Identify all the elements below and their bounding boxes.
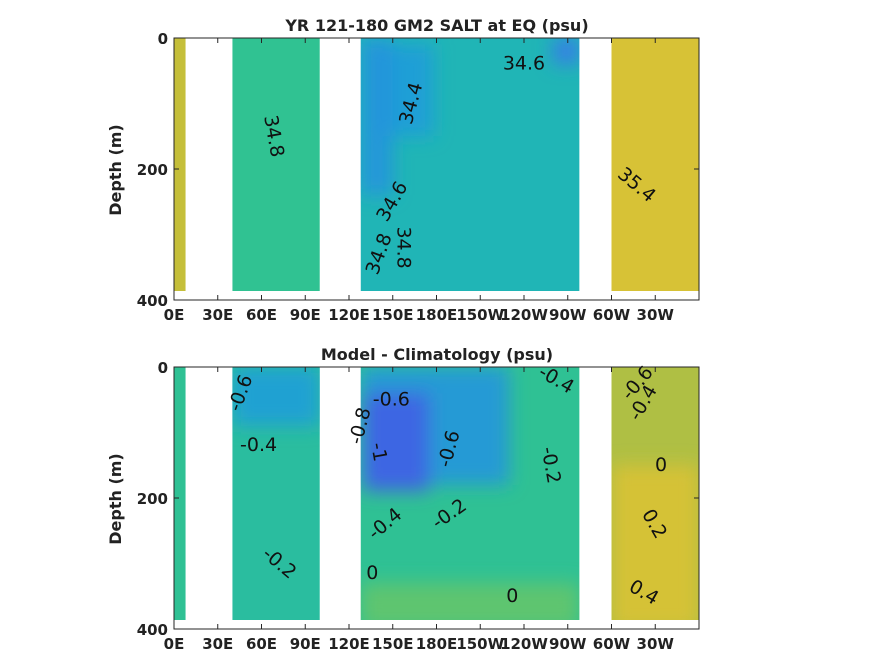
x-tick-label: 150E [372, 306, 414, 324]
chart-panel-model-minus-climatology: Model - Climatology (psu) Depth (m) -0.6… [106, 345, 700, 653]
x-tick-label: 90E [290, 306, 321, 324]
x-tick-label: 60W [593, 306, 631, 324]
x-tick-label: 180E [416, 635, 458, 653]
y-axis-label: Depth (m) [106, 453, 125, 545]
x-tick-label: 60W [593, 635, 631, 653]
contour-label: 0 [655, 454, 667, 476]
x-tick-label: 30W [637, 306, 675, 324]
contour-label: -0.6 [373, 388, 410, 410]
contour-label: 34.8 [392, 226, 414, 268]
field-patch [360, 583, 580, 620]
ocean-block [174, 367, 186, 620]
x-tick-label: 30E [202, 306, 233, 324]
y-tick-label: 0 [158, 359, 168, 377]
field [174, 38, 699, 291]
x-tick-label: 120E [328, 306, 370, 324]
x-tick-label: 90E [290, 635, 321, 653]
x-tick-label: 60E [246, 306, 277, 324]
x-tick-label: 150W [456, 306, 504, 324]
x-tick-label: 120W [500, 306, 548, 324]
x-tick-label: 0E [164, 635, 185, 653]
field-patch [553, 38, 580, 65]
y-tick-label: 200 [137, 161, 168, 179]
field-patch [360, 38, 393, 196]
contour-label: 0 [366, 562, 378, 584]
y-tick-label: 0 [158, 30, 168, 48]
field-patch [232, 367, 320, 426]
field-patch [611, 465, 699, 620]
ocean-block [174, 38, 186, 291]
x-tick-label: 120E [328, 635, 370, 653]
y-axis-label: Depth (m) [106, 124, 125, 216]
contour-label: -0.4 [240, 434, 277, 456]
chart-title: Model - Climatology (psu) [321, 345, 553, 364]
y-tick-label: 400 [137, 621, 168, 639]
chart-title: YR 121-180 GM2 SALT at EQ (psu) [284, 16, 588, 35]
contour-label: -1 [366, 441, 391, 463]
x-tick-label: 90W [549, 306, 587, 324]
chart-panel-salt: YR 121-180 GM2 SALT at EQ (psu) Depth (m… [106, 16, 700, 324]
x-tick-label: 180E [416, 306, 458, 324]
x-tick-label: 150E [372, 635, 414, 653]
field-patch [363, 393, 430, 492]
field [174, 367, 699, 620]
contour-label: 34.6 [503, 53, 545, 75]
x-tick-label: 30E [202, 635, 233, 653]
y-tick-label: 400 [137, 292, 168, 310]
y-tick-label: 200 [137, 490, 168, 508]
x-tick-label: 0E [164, 306, 185, 324]
ocean-block [611, 38, 699, 291]
x-tick-label: 90W [549, 635, 587, 653]
x-tick-label: 30W [637, 635, 675, 653]
plot-area: 34.834.634.434.634.834.835.40E 30E 60E 90E 1… [137, 30, 700, 324]
contour-label: 0 [506, 585, 518, 607]
ocean-block [232, 38, 320, 291]
x-tick-label: 60E [246, 635, 277, 653]
x-tick-label: 150W [456, 635, 504, 653]
x-tick-label: 120W [500, 635, 548, 653]
plot-area: -0.6-0.4-0.2-0.6-0.8-1 -0.6-0.4-0.2-0.4 -0… [137, 359, 700, 653]
